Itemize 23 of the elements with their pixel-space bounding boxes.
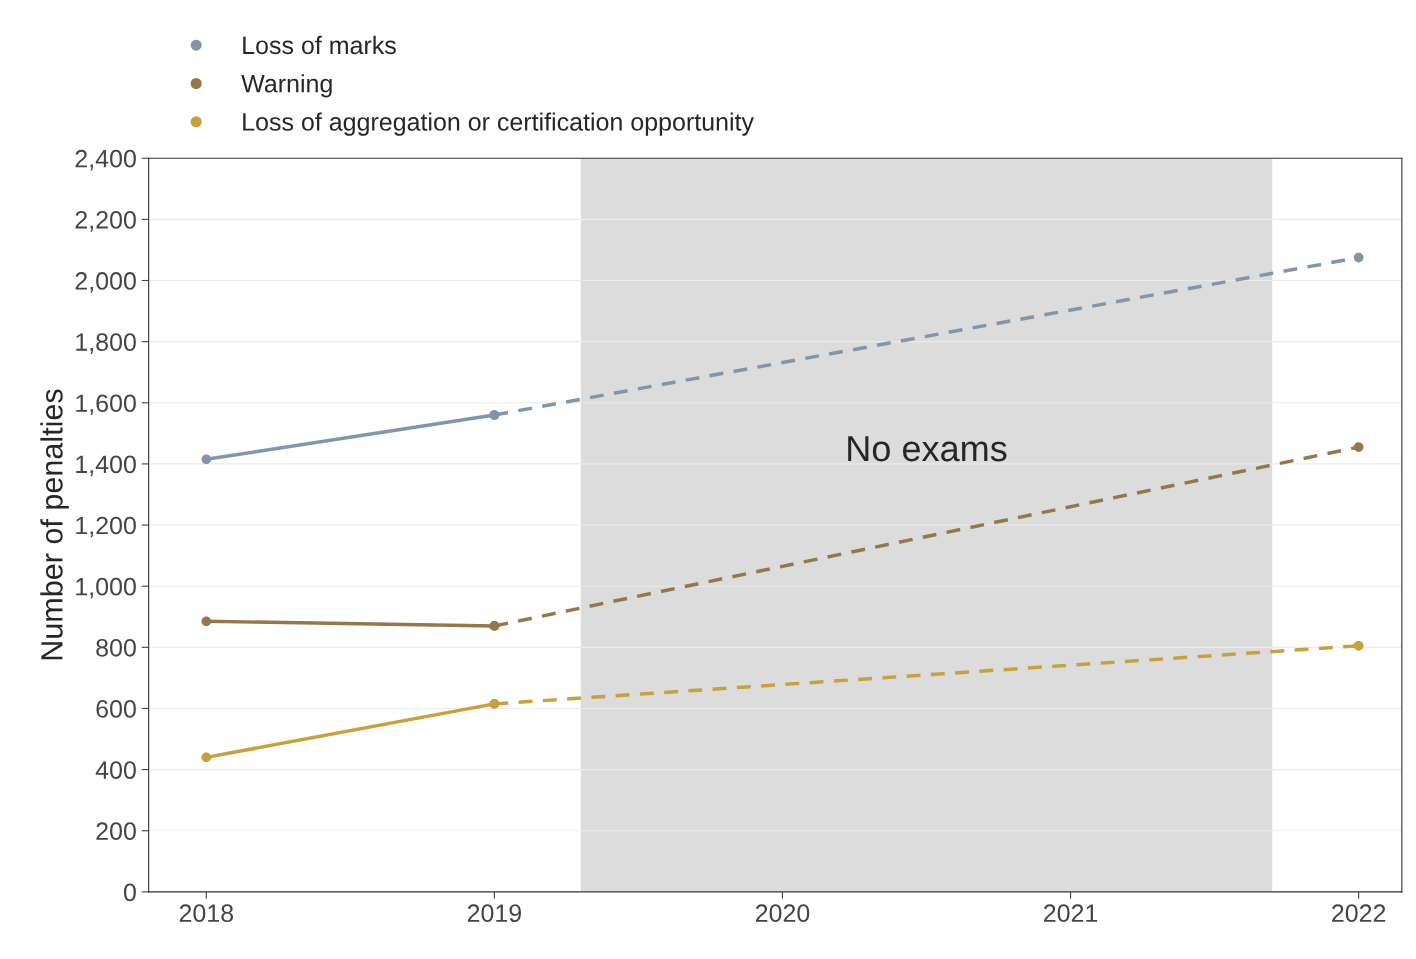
y-tick-label: 1,800: [76, 333, 136, 354]
y-tick-label: 1,600: [76, 394, 136, 416]
y-tick-label: 800: [96, 638, 136, 657]
y-tick-label: 2,400: [75, 149, 136, 171]
y-axis-title: Number of penalties: [40, 389, 69, 660]
legend-label: Loss of marks: [243, 35, 396, 55]
y-tick-label: 0: [123, 883, 136, 902]
y-tick-label: 600: [96, 700, 136, 718]
y-tick-label: 2,000: [75, 272, 136, 293]
x-tick-label: 2022: [1332, 904, 1386, 923]
x-tick-label: 2020: [755, 904, 810, 923]
y-tick-label: 2,200: [75, 210, 136, 232]
x-tick-label: 2019: [467, 904, 521, 923]
y-tick-label: 200: [96, 822, 136, 841]
y-tick-label: 400: [95, 761, 136, 779]
y-tick-label: 1,000: [76, 577, 136, 599]
band-label: No exams: [848, 436, 1007, 462]
y-tick-label: 1,200: [76, 516, 136, 538]
x-tick-label: 2021: [1044, 904, 1098, 923]
x-tick-label: 2018: [179, 904, 234, 923]
legend-label: Loss of aggregation or certification opportunity: [243, 112, 754, 136]
y-tick-label: 1,400: [76, 455, 136, 477]
legend-label: Warning: [241, 74, 332, 98]
